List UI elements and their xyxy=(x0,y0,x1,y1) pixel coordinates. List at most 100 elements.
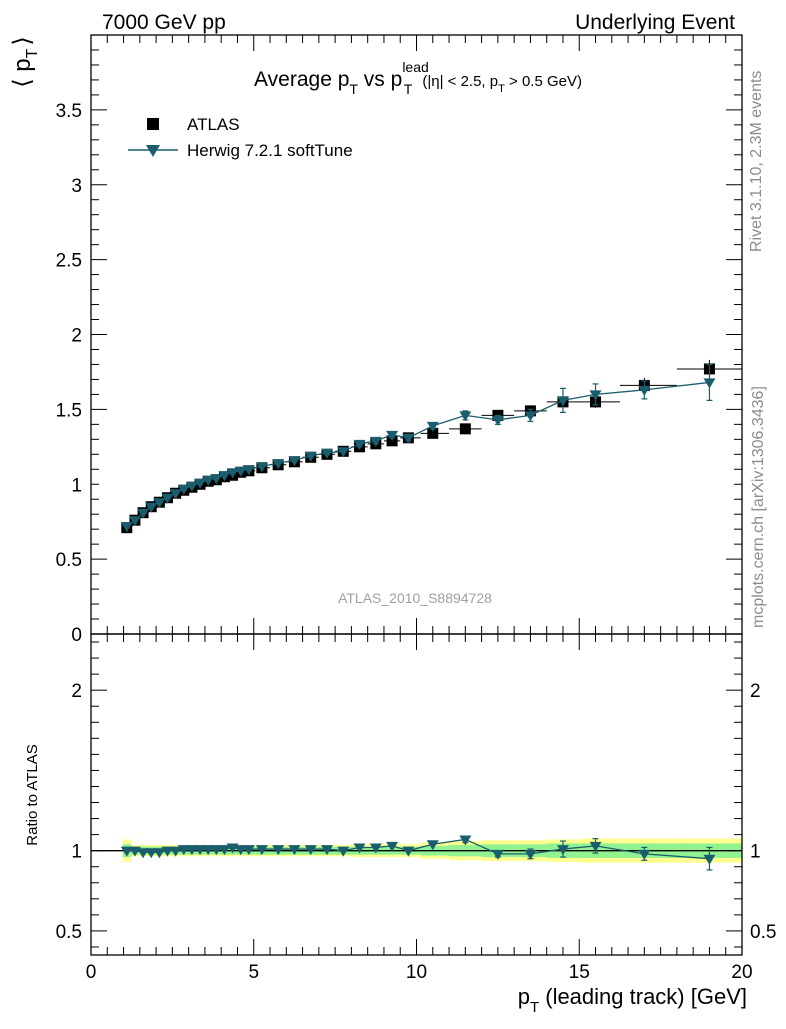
main-y-tick-label: 2.5 xyxy=(56,251,82,272)
herwig-ratio-point xyxy=(169,846,182,857)
herwig-ratio-point xyxy=(638,849,651,860)
main-y-tick-label: 3.5 xyxy=(56,101,82,122)
ratio-y-tick-label-left: 2 xyxy=(71,681,82,702)
herwig-point xyxy=(703,378,716,389)
herwig-point xyxy=(145,502,158,513)
herwig-ratio-line xyxy=(126,838,710,860)
atlas-point xyxy=(459,423,471,435)
herwig-ratio-point xyxy=(320,845,333,856)
herwig-ratio-point xyxy=(589,841,602,852)
ratio-y-axis-label: Ratio to ATLAS xyxy=(24,744,41,845)
herwig-ratio-point xyxy=(202,845,215,856)
data-marks xyxy=(120,359,742,871)
herwig-point xyxy=(120,522,133,533)
herwig-point xyxy=(402,433,415,444)
main-y-axis-label: ⟨ pT⟩ xyxy=(9,36,41,88)
herwig-point xyxy=(177,484,190,495)
herwig-ratio-point xyxy=(137,848,150,859)
ratio-y-tick-label-right: 0.5 xyxy=(750,922,776,943)
herwig-ratio-point xyxy=(120,846,133,857)
herwig-point xyxy=(202,475,215,486)
herwig-ratio-point xyxy=(524,849,537,860)
header-left: 7000 GeV pp xyxy=(102,11,226,34)
header-right: Underlying Event xyxy=(575,11,735,34)
herwig-point xyxy=(369,436,382,447)
herwig-point xyxy=(234,466,247,477)
main-y-tick-label: 1.5 xyxy=(56,400,82,421)
herwig-ratio-point xyxy=(353,843,366,854)
herwig-ratio-point xyxy=(369,843,382,854)
analysis-watermark: ATLAS_2010_S8894728 xyxy=(338,590,492,606)
herwig-ratio-point xyxy=(556,845,569,856)
x-tick-label: 5 xyxy=(248,962,259,983)
rivet-label: Rivet 3.1.10, 2.3M events xyxy=(748,71,765,252)
herwig-point xyxy=(304,451,317,462)
ratio-y-tick-label-right: 2 xyxy=(750,681,761,702)
herwig-ratio-point xyxy=(426,840,439,851)
herwig-point xyxy=(128,516,141,527)
mcplots-label: mcplots.cern.ch [arXiv:1306.3436] xyxy=(750,386,767,628)
herwig-ratio-point xyxy=(386,841,399,852)
herwig-ratio-point xyxy=(185,845,198,856)
herwig-ratio-point xyxy=(337,846,350,857)
x-axis-label: pT (leading track) [GeV] xyxy=(518,984,747,1016)
herwig-ratio-point xyxy=(210,845,223,856)
herwig-ratio-point xyxy=(459,835,472,846)
main-y-tick-label: 2 xyxy=(71,326,82,347)
herwig-ratio-point xyxy=(194,845,207,856)
herwig-point xyxy=(137,508,150,519)
x-tick-label: 10 xyxy=(406,962,427,983)
x-tick-label: 20 xyxy=(731,962,752,983)
legend: ATLAS Herwig 7.2.1 softTune xyxy=(128,115,353,160)
herwig-point xyxy=(194,478,207,489)
herwig-ratio-point xyxy=(145,848,158,859)
herwig-point xyxy=(386,430,399,441)
x-tick-label: 15 xyxy=(569,962,590,983)
legend-herwig-label: Herwig 7.2.1 softTune xyxy=(187,141,353,160)
herwig-point xyxy=(638,385,651,396)
herwig-point xyxy=(589,390,602,401)
herwig-point xyxy=(218,471,231,482)
herwig-point xyxy=(185,481,198,492)
herwig-point xyxy=(426,421,439,432)
atlas-point xyxy=(427,427,439,439)
herwig-ratio-point xyxy=(153,848,166,859)
herwig-point xyxy=(242,465,255,476)
herwig-point xyxy=(491,415,504,426)
herwig-point xyxy=(169,489,182,500)
herwig-ratio-point xyxy=(242,845,255,856)
herwig-point xyxy=(272,459,285,470)
axis-ticks xyxy=(90,35,743,955)
plot-title: Average pT vs plead T (|η| < 2.5, pT > 0.5… xyxy=(254,59,582,97)
herwig-ratio-point xyxy=(255,845,268,856)
herwig-ratio-point xyxy=(703,854,716,865)
herwig-ratio-point xyxy=(177,845,190,856)
herwig-ratio-point xyxy=(234,845,247,856)
herwig-point xyxy=(353,439,366,450)
herwig-ratio-point xyxy=(402,846,415,857)
herwig-point xyxy=(210,474,223,485)
herwig-ratio-point xyxy=(491,849,504,860)
main-y-tick-label: 3 xyxy=(71,176,82,197)
herwig-ratio-point xyxy=(161,846,174,857)
legend-atlas-marker xyxy=(147,118,159,130)
herwig-point xyxy=(459,411,472,422)
x-tick-label: 0 xyxy=(86,962,97,983)
main-y-tick-label: 1 xyxy=(71,475,82,496)
herwig-point xyxy=(153,498,166,509)
herwig-point xyxy=(226,468,239,479)
ratio-y-tick-label-left: 0.5 xyxy=(56,922,82,943)
ratio-y-tick-label-right: 1 xyxy=(750,842,761,863)
herwig-point xyxy=(524,411,537,422)
herwig-ratio-point xyxy=(272,845,285,856)
herwig-ratio-point xyxy=(288,845,301,856)
herwig-point xyxy=(320,448,333,459)
legend-atlas-label: ATLAS xyxy=(187,115,240,134)
herwig-ratio-point xyxy=(304,845,317,856)
main-y-tick-label: 0 xyxy=(71,625,82,646)
herwig-ratio-point xyxy=(218,845,231,856)
herwig-point xyxy=(161,493,174,504)
